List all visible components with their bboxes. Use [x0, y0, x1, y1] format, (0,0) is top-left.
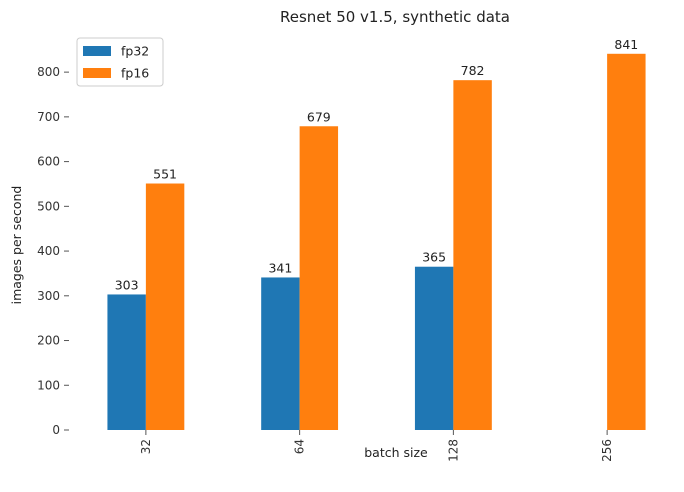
bar-fp16-64: [300, 126, 338, 430]
bar-fp32-64: [261, 277, 299, 430]
y-tick-label: 800: [37, 65, 60, 79]
y-tick-label: 0: [52, 423, 60, 437]
y-tick-label: 300: [37, 289, 60, 303]
y-axis-label: images per second: [9, 186, 24, 305]
legend-label-fp32: fp32: [121, 44, 149, 59]
y-tick-label: 200: [37, 334, 60, 348]
y-tick-label: 700: [37, 110, 60, 124]
x-tick-label: 64: [293, 439, 307, 454]
x-axis-label: batch size: [364, 445, 428, 460]
legend-swatch-fp32: [83, 46, 111, 56]
legend: fp32 fp16: [77, 38, 163, 86]
chart-title: Resnet 50 v1.5, synthetic data: [280, 8, 510, 26]
bar-fp16-128: [453, 80, 491, 430]
data-label-fp16-128: 782: [461, 63, 485, 78]
bar-fp16-256: [607, 54, 645, 430]
data-label-fp16-64: 679: [307, 109, 331, 124]
x-tick-label: 256: [600, 439, 614, 462]
legend-swatch-fp16: [83, 68, 111, 78]
legend-frame: [77, 38, 163, 86]
y-tick-label: 600: [37, 155, 60, 169]
bar-fp16-32: [146, 184, 184, 430]
x-tick-label: 32: [139, 439, 153, 454]
bar-fp32-128: [415, 267, 453, 430]
bars: 303 551 341 679 365 782 841: [107, 37, 645, 430]
x-tick-label: 128: [446, 439, 460, 462]
data-label-fp32-64: 341: [268, 260, 292, 275]
data-label-fp32-128: 365: [422, 250, 446, 265]
data-label-fp32-32: 303: [115, 277, 139, 292]
y-tick-label: 100: [37, 378, 60, 392]
bar-fp32-32: [107, 294, 145, 430]
data-label-fp16-32: 551: [153, 167, 177, 182]
y-tick-label: 400: [37, 244, 60, 258]
y-tick-label: 500: [37, 199, 60, 213]
y-axis-ticks: 0 100 200 300 400 500 600 700 800: [37, 65, 69, 437]
data-label-fp16-256: 841: [614, 37, 638, 52]
legend-label-fp16: fp16: [121, 66, 149, 81]
